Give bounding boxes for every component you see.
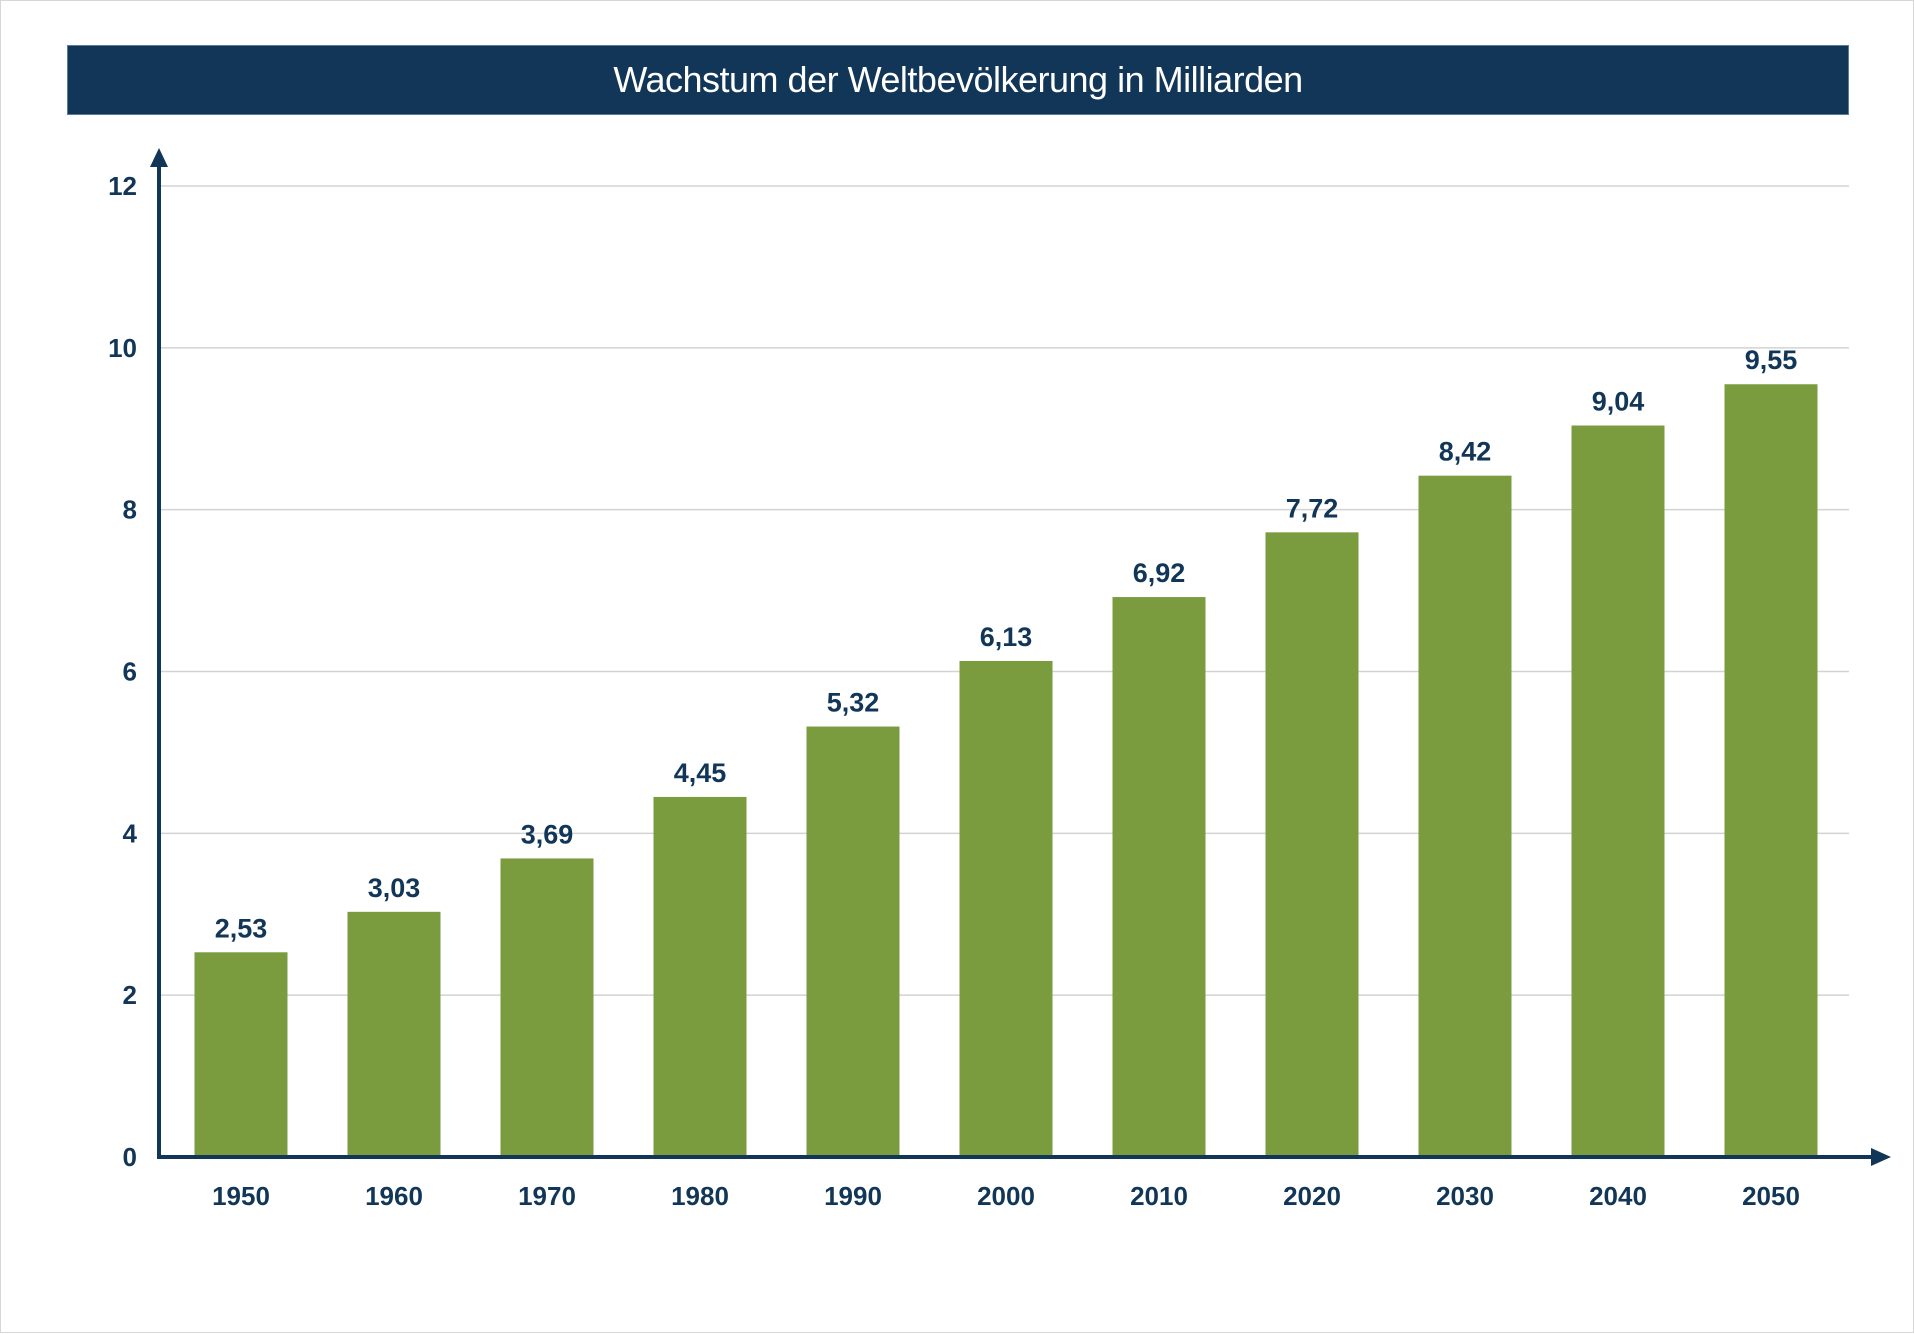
chart-title-bar: Wachstum der Weltbevölkerung in Milliard… xyxy=(67,45,1849,115)
x-tick-label: 1960 xyxy=(365,1181,423,1211)
bar-1970 xyxy=(500,858,594,1157)
x-tick-label: 2030 xyxy=(1436,1181,1494,1211)
bar-2020 xyxy=(1265,532,1359,1157)
bar-value-label: 6,13 xyxy=(980,622,1033,652)
bar-2000 xyxy=(959,660,1053,1157)
bar-1950 xyxy=(194,952,288,1157)
y-tick-label: 2 xyxy=(123,980,137,1010)
y-tick-label: 10 xyxy=(108,333,137,363)
bar-value-label: 7,72 xyxy=(1286,493,1339,523)
y-tick-label: 0 xyxy=(123,1142,137,1172)
x-tick-label: 2040 xyxy=(1589,1181,1647,1211)
bar-2030 xyxy=(1418,475,1512,1158)
x-axis-arrow xyxy=(1871,1148,1891,1166)
bar-value-label: 9,04 xyxy=(1592,387,1645,417)
bar-value-label: 3,03 xyxy=(368,873,421,903)
bar-2010 xyxy=(1112,597,1206,1157)
bar-1990 xyxy=(806,726,900,1157)
chart-title: Wachstum der Weltbevölkerung in Milliard… xyxy=(613,59,1303,100)
bar-value-label: 5,32 xyxy=(827,688,880,718)
y-tick-label: 8 xyxy=(123,495,137,525)
x-tick-label: 2000 xyxy=(977,1181,1035,1211)
x-tick-label: 1970 xyxy=(518,1181,576,1211)
labels: 0 2 4 6 8 10 12 2,53 1950 3,03 1960 3,69 1970 4,45 198… xyxy=(108,171,1800,1211)
x-tick-label: 2010 xyxy=(1130,1181,1188,1211)
y-tick-label: 12 xyxy=(108,171,137,201)
bar-1960 xyxy=(347,911,441,1157)
x-tick-label: 1950 xyxy=(212,1181,270,1211)
y-tick-label: 4 xyxy=(123,818,138,848)
bar-value-label: 8,42 xyxy=(1439,437,1492,467)
y-axis-arrow xyxy=(150,148,168,167)
y-tick-label: 6 xyxy=(123,657,137,687)
x-tick-label: 1990 xyxy=(824,1181,882,1211)
bar-2040 xyxy=(1571,425,1665,1158)
bar-value-label: 3,69 xyxy=(521,819,574,849)
bar-value-label: 9,55 xyxy=(1745,345,1798,375)
x-tick-label: 2020 xyxy=(1283,1181,1341,1211)
bar-1980 xyxy=(653,796,747,1157)
x-tick-label: 2050 xyxy=(1742,1181,1800,1211)
x-tick-label: 1980 xyxy=(671,1181,729,1211)
bar-value-label: 2,53 xyxy=(215,913,268,943)
bars xyxy=(194,384,1818,1158)
bar-2050 xyxy=(1724,384,1818,1157)
bar-value-label: 6,92 xyxy=(1133,558,1186,588)
bar-value-label: 4,45 xyxy=(674,758,727,788)
axes xyxy=(150,148,1891,1166)
